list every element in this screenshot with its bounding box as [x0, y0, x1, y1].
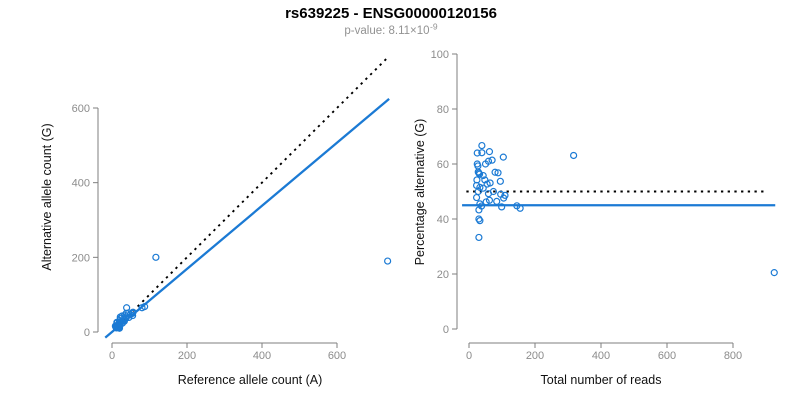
- y-tick-label: 0: [84, 327, 90, 339]
- data-point: [473, 149, 481, 157]
- x-tick-label: 600: [658, 350, 676, 362]
- data-point: [384, 257, 392, 265]
- left-plot: 0 200 400 600 0 200 400 600 Reference allele co…: [40, 58, 392, 387]
- data-point: [478, 149, 486, 157]
- left-plot-lines: [104, 58, 390, 339]
- x-tick-label: 200: [178, 350, 196, 362]
- data-point: [475, 233, 483, 242]
- data-point: [485, 196, 494, 204]
- right-plot-lines: [462, 190, 776, 207]
- data-point: [484, 190, 493, 198]
- data-point: [481, 160, 490, 168]
- figure-subtitle: p-value: 8.11×10-9: [344, 22, 437, 38]
- data-point: [152, 253, 160, 261]
- data-point: [496, 177, 504, 185]
- data-point: [500, 194, 508, 202]
- data-point: [516, 204, 524, 212]
- x-tick-label: 0: [109, 350, 115, 362]
- data-point: [494, 169, 502, 177]
- left-plot-ylabel: Alternative allele count (G): [40, 123, 54, 270]
- x-tick-label: 400: [253, 350, 271, 362]
- y-tick-label: 600: [72, 103, 90, 115]
- y-tick-label: 400: [72, 178, 90, 190]
- data-point: [478, 141, 486, 150]
- x-tick-label: 400: [592, 350, 610, 362]
- regression-line: [104, 97, 390, 339]
- data-point: [479, 184, 487, 192]
- data-point: [488, 156, 496, 164]
- left-plot-xlabel: Reference allele count (A): [178, 373, 323, 387]
- subtitle-text: p-value: 8.11×10: [344, 25, 429, 37]
- data-point: [115, 324, 124, 332]
- right-plot-ylabel: Percentage alternative (G): [413, 119, 427, 266]
- data-point: [479, 171, 487, 180]
- data-point: [493, 197, 501, 205]
- data-point: [485, 148, 494, 156]
- y-tick-label: 0: [443, 324, 449, 336]
- x-tick-label: 200: [526, 350, 544, 362]
- data-point: [498, 203, 506, 211]
- data-point: [475, 170, 484, 178]
- data-point: [476, 217, 484, 225]
- x-tick-label: 600: [328, 350, 346, 362]
- right-plot-axes: 0 200 400 600 800 0 20 40 60 80 100: [431, 49, 743, 362]
- y-tick-label: 100: [431, 49, 449, 61]
- y-tick-label: 20: [437, 269, 449, 281]
- data-point: [120, 317, 128, 325]
- y-tick-label: 80: [437, 104, 449, 116]
- data-point: [475, 206, 483, 214]
- data-point: [476, 183, 484, 191]
- data-point: [472, 193, 481, 202]
- identity-line: [113, 58, 387, 331]
- y-tick-label: 200: [72, 252, 90, 264]
- left-plot-points: [111, 253, 392, 332]
- figure-title: rs639225 - ENSG00000120156: [285, 5, 497, 22]
- data-point: [141, 303, 149, 311]
- data-point: [570, 151, 578, 160]
- data-point: [125, 313, 133, 322]
- data-point: [770, 269, 778, 277]
- right-plot-points: [472, 141, 778, 277]
- left-plot-axes: 0 200 400 600 0 200 400 600: [72, 103, 347, 362]
- y-tick-label: 40: [437, 214, 449, 226]
- right-plot: 0 200 400 600 800 0 20 40 60 80 100 Total number o…: [413, 49, 778, 387]
- subtitle-exponent: -9: [430, 22, 438, 32]
- data-point: [129, 309, 137, 317]
- data-point: [486, 179, 494, 187]
- data-point: [491, 168, 499, 176]
- data-point: [499, 153, 507, 161]
- x-tick-label: 0: [466, 350, 472, 362]
- x-tick-label: 800: [724, 350, 742, 362]
- right-plot-xlabel: Total number of reads: [541, 373, 662, 387]
- data-point: [129, 311, 137, 320]
- y-tick-label: 60: [437, 159, 449, 171]
